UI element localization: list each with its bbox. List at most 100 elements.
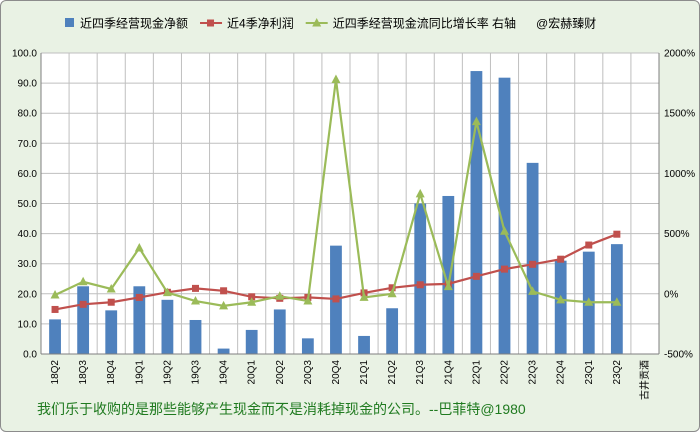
- x-tick-label: 22Q1: [471, 360, 482, 385]
- data-point: [415, 188, 425, 198]
- x-tick-label: 21Q3: [415, 360, 426, 385]
- bar: [526, 162, 539, 354]
- y-left-tick-label: 90.0: [18, 79, 38, 90]
- data-point: [332, 295, 340, 303]
- data-point: [220, 287, 228, 295]
- y-right-tick-label: -500%: [664, 350, 693, 361]
- bar: [414, 203, 427, 354]
- x-tick-label: 18Q4: [106, 360, 117, 385]
- x-tick-label: 20Q1: [247, 360, 258, 385]
- data-point: [79, 300, 87, 308]
- x-tick-label: 19Q4: [219, 360, 230, 385]
- data-point: [303, 296, 313, 305]
- data-point: [529, 260, 537, 268]
- data-point: [50, 290, 60, 299]
- x-tick-label: 19Q1: [134, 360, 145, 385]
- legend: 近四季经营现金净额 近4季净利润 近四季经营现金流同比增长率 右轴 @宏赫臻财: [65, 16, 596, 31]
- bar: [554, 260, 567, 354]
- y-left-tick-label: 60.0: [18, 169, 38, 180]
- bar: [442, 195, 455, 354]
- data-point: [106, 283, 116, 293]
- data-point: [359, 292, 369, 301]
- x-tick-label: 19Q3: [191, 360, 202, 385]
- data-point: [191, 296, 200, 305]
- data-point: [471, 116, 481, 126]
- x-tick-label: 19Q2: [162, 360, 173, 385]
- legend-label: 近四季经营现金净额: [80, 16, 188, 31]
- data-point: [331, 74, 341, 83]
- bar: [273, 309, 286, 354]
- y-left-tick-label: 30.0: [18, 259, 38, 270]
- data-point: [501, 265, 508, 273]
- bar: [498, 77, 511, 354]
- data-point: [388, 284, 396, 292]
- data-point: [416, 281, 424, 289]
- bar: [358, 335, 370, 354]
- data-point: [613, 230, 621, 238]
- y-left-tick-label: 100.0: [12, 49, 37, 60]
- data-point: [500, 226, 509, 235]
- data-point: [275, 291, 285, 300]
- bar: [105, 310, 118, 354]
- x-tick-label: 21Q2: [387, 360, 398, 385]
- y-left-tick-label: 70.0: [18, 139, 38, 150]
- data-point: [585, 241, 593, 249]
- bar: [217, 348, 230, 354]
- bar: [77, 286, 90, 354]
- legend-marker: [207, 19, 215, 27]
- x-tick-label: 20Q3: [303, 360, 314, 385]
- x-tick-label: 20Q2: [275, 360, 286, 385]
- data-point: [584, 297, 594, 306]
- data-point: [107, 298, 115, 306]
- bar: [245, 329, 258, 354]
- quote-text: 我们乐于收购的是那些能够产生现金而不是消耗掉现金的公司。--巴菲特@1980: [37, 401, 526, 417]
- bar: [161, 299, 174, 354]
- y-right-tick-label: 2000%: [664, 49, 695, 60]
- y-left-tick-label: 20.0: [18, 289, 38, 300]
- data-point: [612, 297, 622, 306]
- y-left-tick-label: 0.0: [23, 350, 37, 361]
- bar: [189, 319, 202, 354]
- bar: [133, 286, 146, 354]
- data-point: [443, 281, 453, 291]
- data-point: [192, 284, 199, 292]
- x-tick-label: 18Q3: [78, 360, 89, 385]
- line-series: [50, 74, 622, 313]
- x-tick-label: 22Q2: [500, 360, 511, 385]
- data-point: [248, 293, 256, 301]
- x-tick-label: 23Q1: [584, 360, 595, 385]
- bar: [301, 338, 314, 354]
- y-left-tick-label: 50.0: [18, 199, 38, 210]
- y-right-tick-label: 1000%: [664, 169, 695, 180]
- y-left-tick-label: 10.0: [18, 319, 38, 330]
- data-point: [247, 297, 257, 306]
- x-tick-label: 22Q3: [528, 360, 539, 385]
- x-tick-label: 21Q1: [359, 360, 370, 385]
- x-tick-label: 23Q2: [612, 360, 623, 385]
- y-right-tick-label: 1500%: [664, 109, 695, 120]
- data-point: [135, 293, 143, 301]
- data-point: [387, 288, 397, 298]
- bar: [470, 71, 483, 354]
- data-point: [472, 272, 480, 280]
- axes: 0.0 10.0 20.0 30.0 40.0 50.0 60.0 70.0 80.0 90.0 1…: [12, 49, 695, 401]
- legend-label: 近4季净利润: [227, 17, 294, 31]
- x-tick-label: 22Q4: [556, 360, 567, 385]
- y-left-tick-label: 80.0: [18, 109, 38, 120]
- y-right-tick-label: 0%: [664, 289, 679, 300]
- x-tick-label: 21Q4: [443, 360, 454, 385]
- legend-marker: [312, 18, 322, 27]
- data-point: [219, 300, 229, 310]
- data-point: [51, 305, 59, 313]
- y-left-tick-label: 40.0: [18, 229, 38, 240]
- data-point: [556, 294, 566, 304]
- bar: [386, 308, 399, 354]
- data-point: [78, 276, 88, 286]
- y-right-tick-label: 500%: [664, 229, 690, 240]
- bar: [49, 319, 61, 354]
- x-tick-label: 20Q4: [331, 360, 342, 385]
- data-point: [134, 243, 144, 252]
- x-tick-label: 古井贡酒: [638, 360, 651, 400]
